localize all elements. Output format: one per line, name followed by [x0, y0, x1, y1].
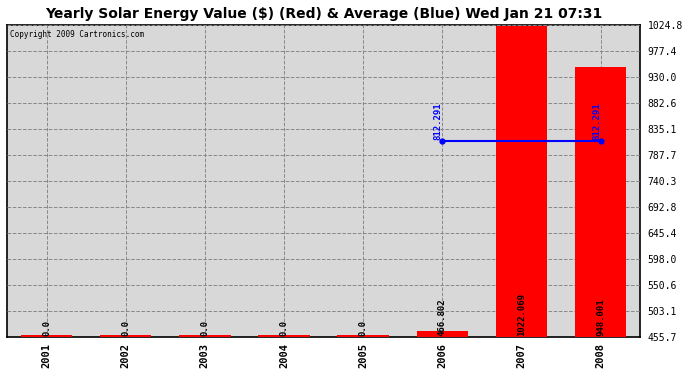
Text: Copyright 2009 Cartronics.com: Copyright 2009 Cartronics.com: [10, 30, 144, 39]
Text: 812.291: 812.291: [434, 102, 443, 140]
Text: 0.0: 0.0: [121, 320, 130, 336]
Text: 466.802: 466.802: [437, 298, 447, 336]
Bar: [495, 26, 547, 337]
Text: 0.0: 0.0: [279, 320, 288, 336]
Bar: [337, 335, 389, 337]
Text: 1022.069: 1022.069: [517, 293, 526, 336]
Text: 812.291: 812.291: [592, 102, 601, 140]
Text: 0.0: 0.0: [200, 320, 209, 336]
Bar: [179, 335, 230, 337]
Bar: [417, 331, 468, 337]
Bar: [100, 335, 151, 337]
Text: 0.0: 0.0: [42, 320, 51, 336]
Text: 948.001: 948.001: [596, 298, 605, 336]
Bar: [21, 335, 72, 337]
Bar: [575, 67, 627, 337]
Bar: [258, 335, 310, 337]
Title: Yearly Solar Energy Value ($) (Red) & Average (Blue) Wed Jan 21 07:31: Yearly Solar Energy Value ($) (Red) & Av…: [45, 7, 602, 21]
Text: 0.0: 0.0: [359, 320, 368, 336]
